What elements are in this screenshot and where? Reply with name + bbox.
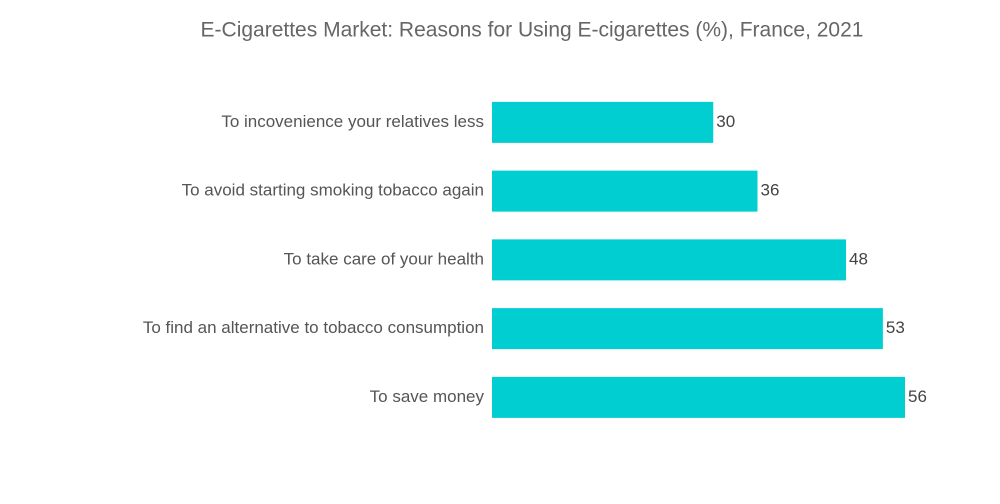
category-label: To incovenience your relatives less bbox=[221, 112, 484, 131]
category-label: To find an alternative to tobacco consum… bbox=[143, 318, 484, 337]
bar bbox=[492, 170, 758, 212]
value-label: 48 bbox=[849, 249, 868, 268]
value-label: 53 bbox=[886, 318, 905, 337]
bar bbox=[492, 101, 714, 143]
value-label: 36 bbox=[761, 181, 780, 200]
bar bbox=[492, 376, 905, 418]
category-label: To avoid starting smoking tobacco again bbox=[182, 181, 484, 200]
category-label: To take care of your health bbox=[284, 249, 484, 268]
value-label: 30 bbox=[716, 112, 735, 131]
value-label: 56 bbox=[908, 387, 927, 406]
bar bbox=[492, 308, 883, 350]
chart-title: E-Cigarettes Market: Reasons for Using E… bbox=[201, 19, 864, 42]
bar bbox=[492, 239, 846, 281]
category-label: To save money bbox=[370, 387, 485, 406]
